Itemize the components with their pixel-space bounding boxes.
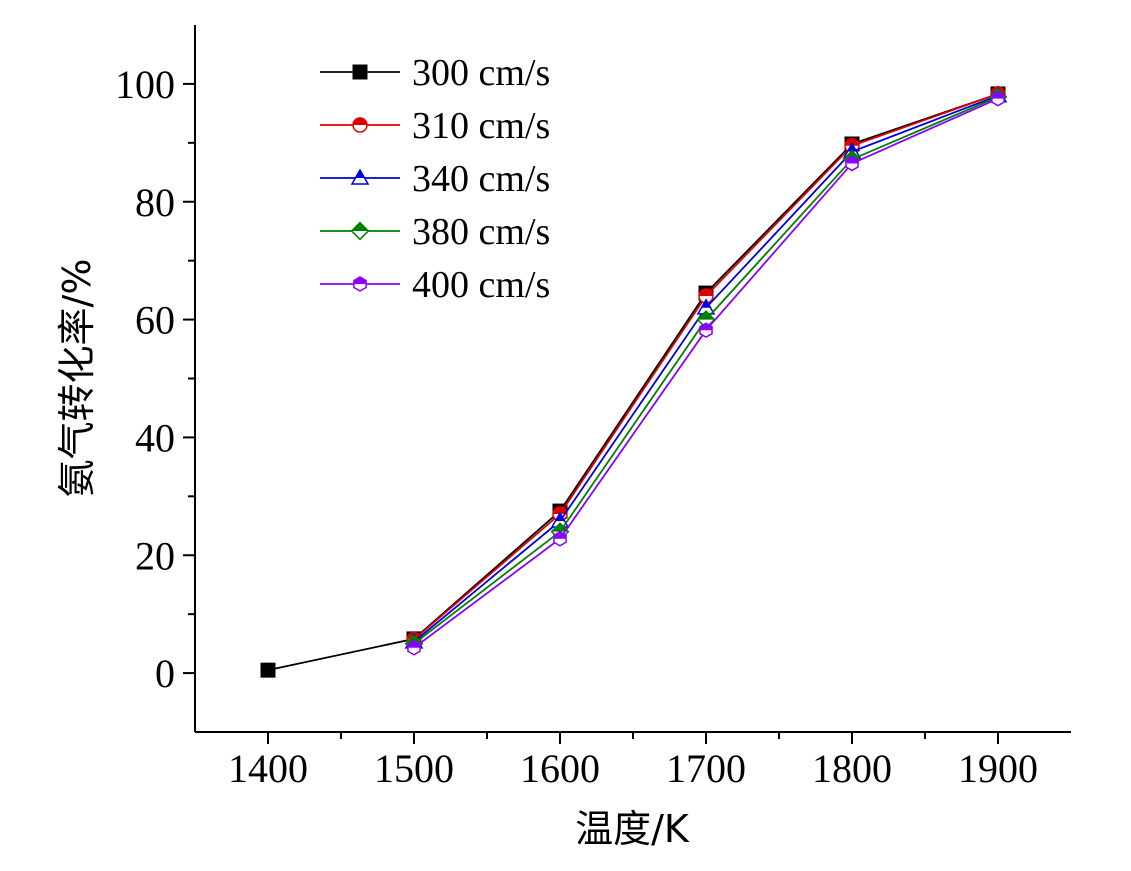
- legend-marker: [350, 168, 370, 185]
- data-point: [845, 155, 859, 172]
- legend-item: 300 cm/s: [320, 52, 550, 94]
- legend-label: 380 cm/s: [412, 211, 550, 253]
- legend-label: 400 cm/s: [412, 264, 550, 306]
- y-tick-label: 100: [115, 62, 175, 107]
- series-0: [260, 86, 1006, 678]
- legend-marker: [352, 117, 368, 133]
- axes-layer: 1400 1500 1600 1700 1800 1900 0 20 40 60 80 100: [115, 25, 1071, 791]
- y-tick-label: 40: [135, 415, 175, 460]
- legend-item: 340 cm/s: [320, 158, 550, 200]
- data-point: [991, 90, 1005, 107]
- legend-marker: [350, 221, 370, 241]
- y-tick-label: 0: [155, 651, 175, 696]
- data-point: [696, 310, 716, 330]
- legend-item: 380 cm/s: [320, 211, 550, 253]
- data-point: [407, 639, 421, 656]
- y-tick-label: 80: [135, 180, 175, 225]
- legend-label: 340 cm/s: [412, 158, 550, 200]
- x-tick-label: 1800: [812, 746, 892, 791]
- x-tick-label: 1600: [520, 746, 600, 791]
- legend-marker: [352, 64, 368, 80]
- y-tick-label: 20: [135, 533, 175, 578]
- x-axis-title: 温度/K: [575, 807, 690, 851]
- legend-label: 300 cm/s: [412, 52, 550, 94]
- series-line: [267, 93, 999, 672]
- y-tick-label: 60: [135, 298, 175, 343]
- data-point: [553, 530, 567, 547]
- x-tick-label: 1700: [666, 746, 746, 791]
- legend-label: 310 cm/s: [412, 105, 550, 147]
- series-4: [407, 90, 1005, 656]
- x-tick-label: 1500: [374, 746, 454, 791]
- legend: 300 cm/s 310 cm/s 340 cm/s 380 cm/s 400 cm/s: [320, 52, 550, 306]
- legend-item: 400 cm/s: [320, 264, 550, 306]
- data-point: [260, 662, 276, 678]
- x-tick-label: 1400: [228, 746, 308, 791]
- y-axis-title: 氨气转化率/%: [55, 259, 99, 498]
- legend-item: 310 cm/s: [320, 105, 550, 147]
- x-tick-label: 1900: [958, 746, 1038, 791]
- legend-marker: [353, 276, 367, 292]
- series-layer: [260, 86, 1008, 678]
- data-point: [699, 322, 713, 339]
